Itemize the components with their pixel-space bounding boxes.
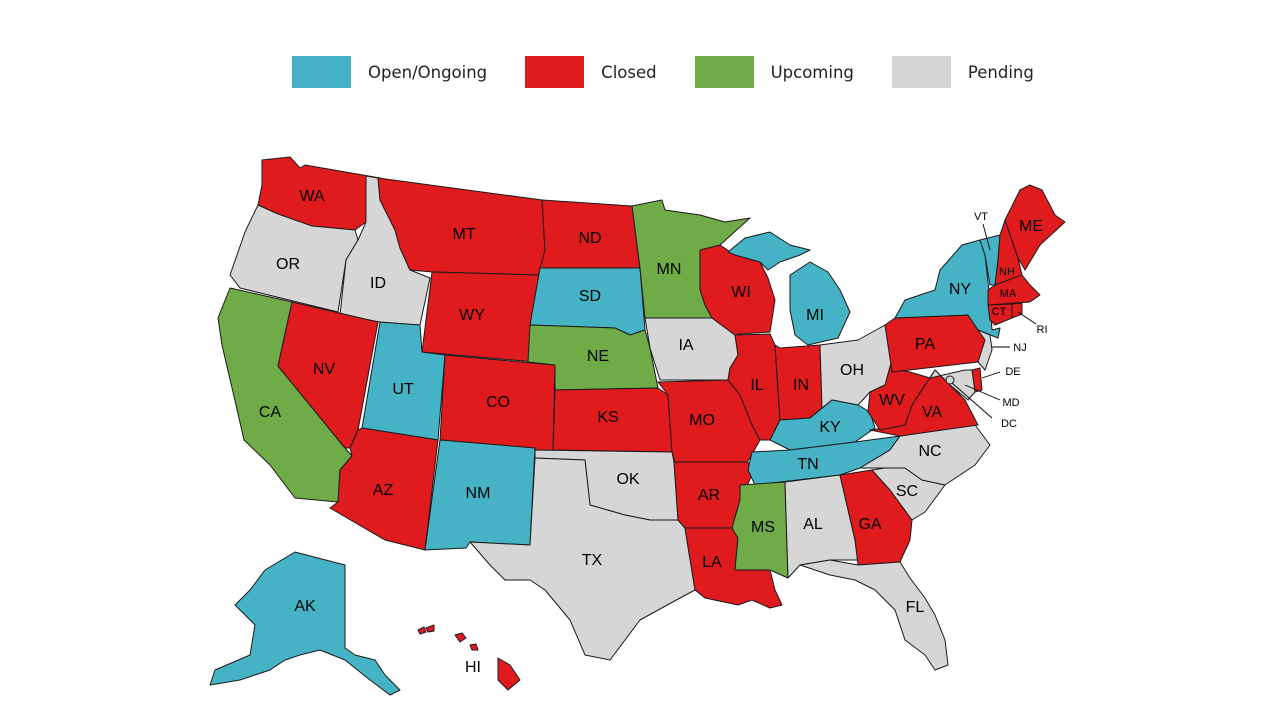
- legend-label-upcoming: Upcoming: [770, 62, 854, 82]
- label-NY: NY: [949, 281, 972, 298]
- label-MD: MD: [1002, 397, 1019, 409]
- label-AR: AR: [698, 487, 720, 504]
- label-MS: MS: [751, 519, 775, 536]
- label-VA: VA: [922, 404, 942, 421]
- label-VT: VT: [974, 211, 988, 223]
- legend-item-closed: Closed: [525, 56, 657, 88]
- map-legend: Open/Ongoing Closed Upcoming Pending: [292, 56, 1034, 88]
- label-RI: RI: [1037, 324, 1048, 336]
- leader-DE: [981, 371, 1001, 379]
- label-NM: NM: [466, 485, 491, 502]
- legend-item-open: Open/Ongoing: [292, 56, 487, 88]
- label-SD: SD: [579, 288, 601, 305]
- label-ID: ID: [370, 275, 386, 292]
- label-GA: GA: [858, 516, 881, 533]
- label-OR: OR: [276, 256, 300, 273]
- label-IA: IA: [678, 337, 693, 354]
- state-FL[interactable]: [799, 559, 949, 671]
- label-MN: MN: [657, 261, 682, 278]
- legend-label-open: Open/Ongoing: [368, 62, 488, 82]
- label-OK: OK: [616, 471, 639, 488]
- label-KS: KS: [597, 409, 618, 426]
- state-ME[interactable]: [1004, 184, 1066, 271]
- label-MT: MT: [452, 226, 475, 243]
- state-AZ[interactable]: [329, 427, 439, 551]
- label-DC: DC: [1001, 418, 1017, 430]
- label-IL: IL: [750, 377, 763, 394]
- label-WV: WV: [879, 392, 905, 409]
- label-AK: AK: [294, 598, 316, 615]
- label-IN: IN: [793, 377, 809, 394]
- label-NC: NC: [918, 443, 941, 460]
- label-TN: TN: [797, 456, 818, 473]
- legend-swatch-open: [292, 56, 351, 88]
- legend-item-upcoming: Upcoming: [694, 56, 854, 88]
- label-MO: MO: [689, 412, 715, 429]
- legend-label-closed: Closed: [601, 62, 657, 82]
- state-MD[interactable]: [929, 369, 976, 401]
- state-DC[interactable]: [945, 375, 955, 385]
- label-OH: OH: [840, 362, 864, 379]
- label-NH: NH: [999, 266, 1015, 278]
- legend-swatch-closed: [525, 56, 585, 88]
- label-UT: UT: [392, 381, 414, 398]
- label-NJ: NJ: [1013, 342, 1026, 354]
- label-WY: WY: [459, 307, 485, 324]
- state-TX[interactable]: [469, 457, 696, 661]
- state-NC[interactable]: [859, 424, 991, 486]
- label-WI: WI: [731, 284, 751, 301]
- label-CO: CO: [486, 394, 510, 411]
- state-AK[interactable]: [209, 551, 401, 696]
- label-NE: NE: [587, 348, 609, 365]
- legend-item-pending: Pending: [891, 56, 1034, 88]
- label-AL: AL: [803, 516, 823, 533]
- label-CT: CT: [992, 306, 1007, 318]
- state-CT[interactable]: [987, 303, 1013, 326]
- legend-label-pending: Pending: [967, 62, 1034, 82]
- leader-VT: [982, 223, 991, 251]
- label-CA: CA: [259, 404, 282, 421]
- label-TX: TX: [582, 552, 603, 569]
- leader-DC: [951, 382, 993, 419]
- label-WA: WA: [299, 188, 325, 205]
- label-KY: KY: [819, 419, 841, 436]
- label-HI: HI: [465, 659, 481, 676]
- label-NV: NV: [313, 361, 336, 378]
- label-ND: ND: [578, 230, 601, 247]
- label-SC: SC: [896, 483, 918, 500]
- label-FL: FL: [906, 599, 925, 616]
- label-MI: MI: [806, 307, 824, 324]
- state-NJ[interactable]: [977, 329, 993, 371]
- label-PA: PA: [915, 336, 935, 353]
- legend-swatch-pending: [891, 56, 951, 88]
- state-HI[interactable]: [417, 624, 521, 691]
- state-IL[interactable]: [727, 333, 781, 441]
- label-AZ: AZ: [373, 482, 394, 499]
- leader-RI: [1017, 311, 1037, 325]
- label-DE: DE: [1005, 366, 1020, 378]
- label-MA: MA: [1000, 288, 1017, 300]
- state-NE[interactable]: [527, 324, 659, 391]
- legend-swatch-upcoming: [694, 56, 754, 88]
- label-ME: ME: [1019, 218, 1043, 235]
- leader-MD: [964, 384, 1001, 401]
- label-LA: LA: [702, 554, 722, 571]
- state-RI[interactable]: [1011, 302, 1023, 319]
- state-MI[interactable]: [727, 231, 851, 346]
